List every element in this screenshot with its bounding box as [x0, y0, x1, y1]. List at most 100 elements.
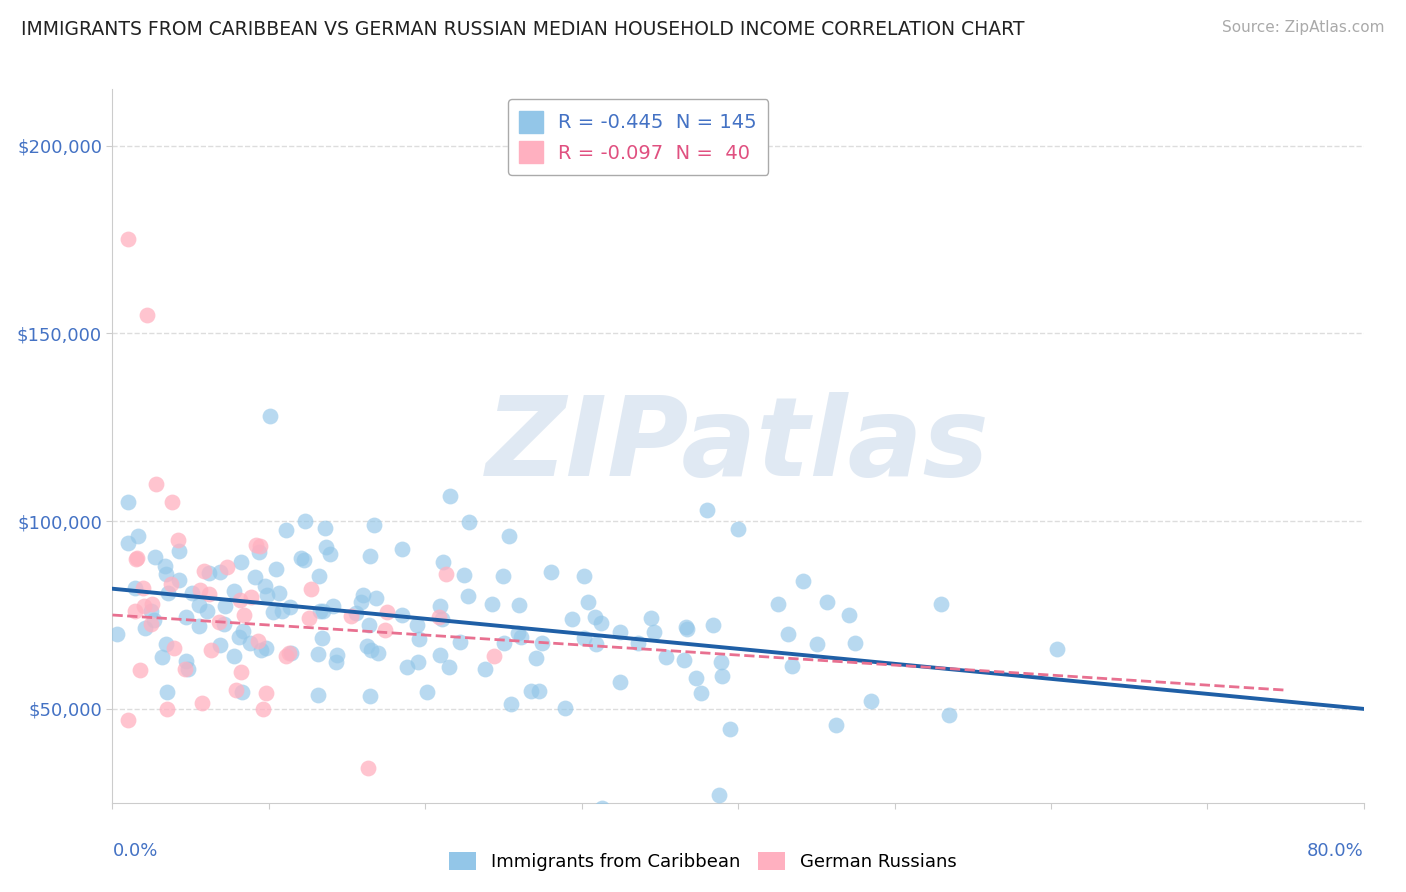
Point — [585, 637, 607, 651]
Point — [589, 615, 612, 630]
Point — [169, 573, 191, 587]
Point — [294, 514, 316, 528]
Point — [776, 626, 799, 640]
Point — [780, 658, 803, 673]
Point — [359, 549, 381, 563]
Point — [529, 683, 551, 698]
Point — [727, 522, 749, 536]
Text: 80.0%: 80.0% — [1308, 842, 1364, 860]
Point — [239, 591, 262, 605]
Point — [252, 701, 274, 715]
Point — [655, 650, 678, 665]
Point — [540, 565, 562, 579]
Point — [673, 653, 696, 667]
Point — [363, 517, 385, 532]
Point — [391, 542, 413, 557]
Point — [429, 599, 451, 614]
Legend: Immigrants from Caribbean, German Russians: Immigrants from Caribbean, German Russia… — [441, 845, 965, 879]
Point — [685, 671, 707, 685]
Point — [484, 649, 506, 664]
Point — [160, 577, 183, 591]
Point — [214, 599, 236, 614]
Point — [326, 648, 349, 662]
Point — [278, 599, 301, 614]
Point — [262, 605, 284, 619]
Point — [195, 604, 218, 618]
Point — [153, 558, 176, 573]
Point — [416, 685, 439, 699]
Point — [124, 581, 146, 595]
Point — [583, 609, 606, 624]
Point — [627, 636, 650, 650]
Point — [247, 545, 270, 559]
Point — [246, 634, 269, 648]
Point — [309, 604, 332, 618]
Point — [340, 609, 363, 624]
Point — [128, 663, 150, 677]
Point — [127, 528, 149, 542]
Point — [391, 607, 413, 622]
Point — [792, 574, 814, 588]
Point — [676, 622, 699, 636]
Point — [209, 565, 232, 579]
Point — [859, 694, 882, 708]
Point — [576, 595, 599, 609]
Point — [561, 612, 583, 626]
Point — [150, 649, 173, 664]
Point — [314, 521, 336, 535]
Point — [209, 638, 232, 652]
Point — [131, 581, 153, 595]
Point — [375, 605, 398, 619]
Point — [524, 651, 547, 665]
Point — [405, 618, 427, 632]
Point — [449, 635, 471, 649]
Point — [141, 617, 163, 632]
Point — [432, 555, 454, 569]
Point — [141, 597, 163, 611]
Text: Source: ZipAtlas.com: Source: ZipAtlas.com — [1222, 20, 1385, 35]
Point — [124, 604, 146, 618]
Point — [117, 232, 139, 246]
Point — [520, 683, 543, 698]
Point — [249, 540, 271, 554]
Point — [591, 801, 613, 815]
Point — [307, 689, 329, 703]
Point — [429, 648, 451, 662]
Point — [232, 607, 254, 622]
Point — [838, 607, 860, 622]
Point — [427, 610, 450, 624]
Point — [357, 761, 380, 775]
Point — [292, 553, 315, 567]
Point — [675, 620, 697, 634]
Point — [143, 613, 166, 627]
Point — [198, 587, 221, 601]
Point — [193, 564, 215, 578]
Point — [232, 624, 254, 638]
Point — [643, 625, 665, 640]
Point — [530, 636, 553, 650]
Point — [350, 595, 373, 609]
Point — [105, 627, 128, 641]
Point — [167, 544, 190, 558]
Point — [188, 619, 211, 633]
Point — [938, 708, 960, 723]
Point — [609, 624, 631, 639]
Point — [253, 579, 276, 593]
Point — [245, 538, 267, 552]
Text: ZIPatlas: ZIPatlas — [486, 392, 990, 500]
Point — [215, 559, 238, 574]
Point — [229, 593, 252, 607]
Point — [929, 597, 952, 611]
Point — [325, 655, 347, 669]
Point — [319, 548, 342, 562]
Point — [766, 597, 789, 611]
Point — [188, 582, 211, 597]
Text: 0.0%: 0.0% — [112, 842, 157, 860]
Point — [718, 722, 741, 736]
Point — [254, 640, 277, 655]
Point — [408, 632, 430, 646]
Point — [280, 646, 302, 660]
Point — [222, 648, 245, 663]
Point — [481, 597, 503, 611]
Point — [492, 569, 515, 583]
